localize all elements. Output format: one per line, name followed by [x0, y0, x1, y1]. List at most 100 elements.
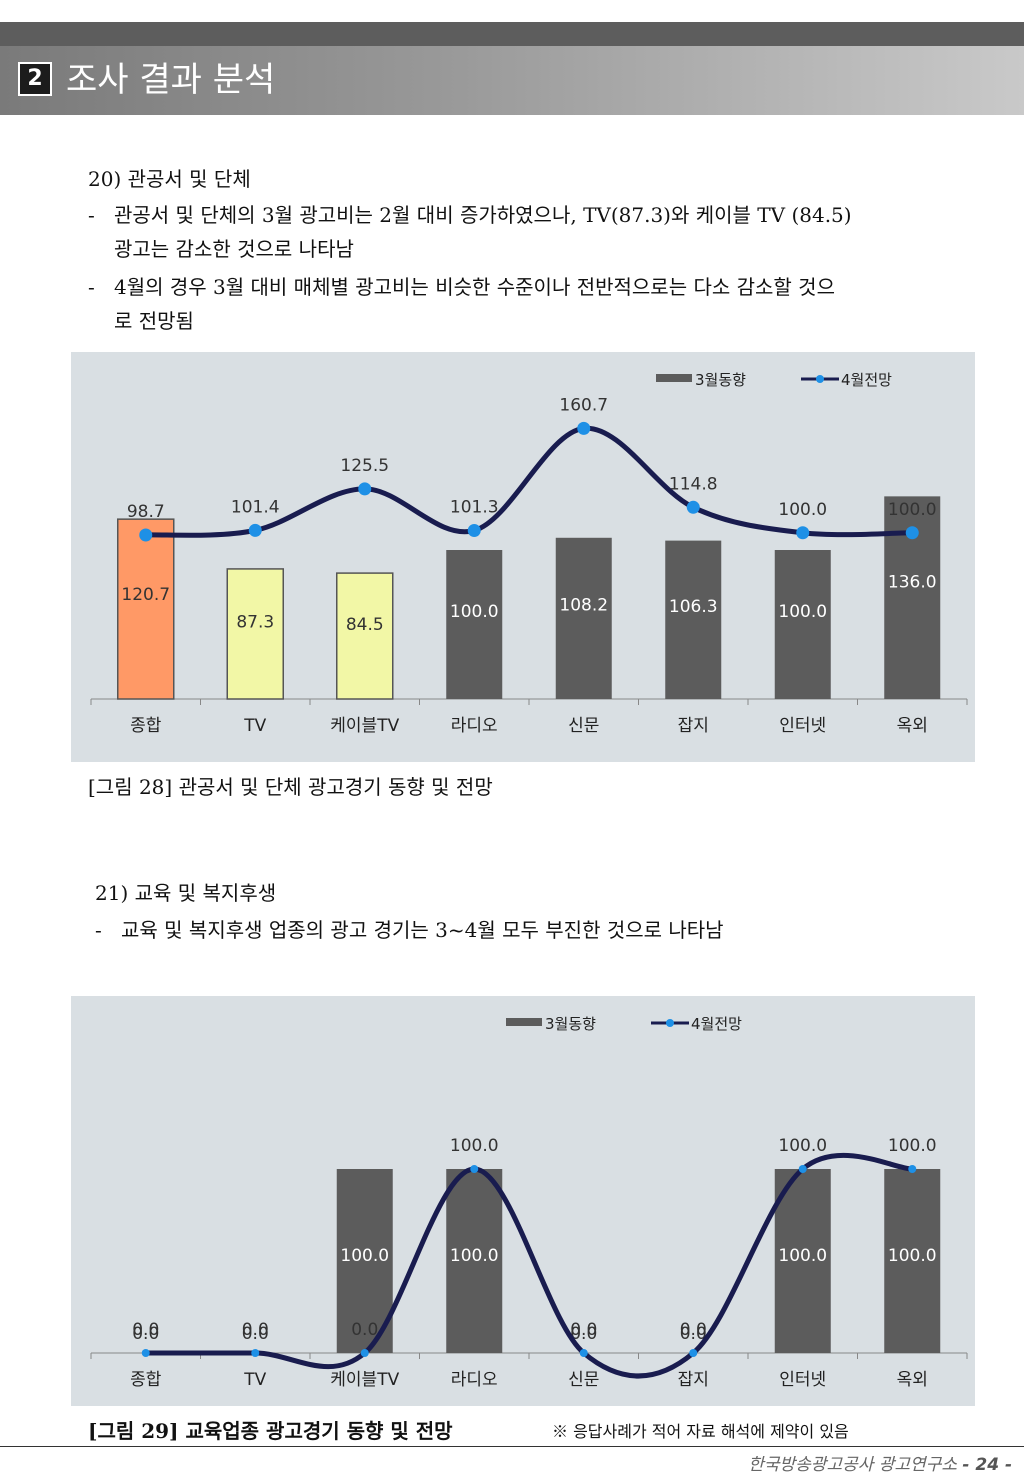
- bar-march: [117, 518, 175, 700]
- category-label: 잡지: [678, 1370, 709, 1390]
- category-label: TV: [243, 716, 266, 736]
- bar-label-march: 0.0: [570, 1324, 597, 1344]
- bullet-text: 로 전망됨: [114, 309, 194, 333]
- bar-label-march: 106.3: [669, 597, 718, 617]
- bar-label-march: 0.0: [680, 1324, 707, 1344]
- bar-march: [446, 550, 503, 699]
- part1-heading: 20) 관공서 및 단체: [88, 167, 251, 191]
- bar-march: [336, 572, 394, 700]
- bar-label-march: 100.0: [778, 1246, 827, 1266]
- line-label-april: 100.0: [778, 500, 827, 520]
- legend-line-marker: [816, 375, 824, 383]
- marker-april: [358, 482, 372, 496]
- category-label: TV: [243, 1370, 266, 1390]
- legend-bar-swatch: [656, 374, 692, 382]
- line-label-april: 0.0: [680, 1320, 707, 1340]
- marker-april: [251, 1349, 260, 1357]
- bar-label-march: 100.0: [340, 1246, 389, 1266]
- category-label: 라디오: [451, 716, 498, 736]
- line-label-april: 100.0: [888, 1136, 937, 1156]
- part1-bullet-2-cont: 로 전망됨: [88, 303, 988, 339]
- line-label-april: 100.0: [450, 1136, 499, 1156]
- footer-rule: [0, 1446, 1024, 1447]
- category-label: 옥외: [897, 716, 928, 736]
- legend-label-march: 3월동향: [545, 1015, 596, 1033]
- part2-heading: 21) 교육 및 복지후생: [95, 881, 277, 905]
- marker-april: [360, 1349, 369, 1357]
- category-label: 옥외: [897, 1370, 928, 1390]
- page-number: - 24 -: [962, 1455, 1012, 1475]
- line-label-april: 0.0: [132, 1320, 159, 1340]
- line-label-april: 98.7: [127, 502, 165, 522]
- marker-april: [579, 1349, 588, 1357]
- marker-april: [470, 1165, 479, 1173]
- section-header: 2 조사 결과 분석: [0, 46, 1024, 115]
- bar-label-march: 120.7: [121, 585, 170, 605]
- bar-label-march: 84.5: [346, 615, 384, 635]
- top-bar: [0, 22, 1024, 46]
- bar-march: [446, 1169, 503, 1353]
- line-label-april: 100.0: [778, 1136, 827, 1156]
- line-label-april: 0.0: [351, 1320, 378, 1340]
- line-label-april: 100.0: [888, 500, 937, 520]
- marker-april: [577, 421, 591, 435]
- bar-march: [774, 1169, 831, 1353]
- figure-28-caption: [그림 28] 관공서 및 단체 광고경기 동향 및 전망: [88, 775, 493, 799]
- marker-april: [798, 1165, 807, 1173]
- bullet-text: 4월의 경우 3월 대비 매체별 광고비는 비슷한 수준이나 전반적으로는 다소…: [114, 275, 835, 299]
- category-label: 신문: [568, 716, 599, 736]
- bar-label-march: 136.0: [888, 573, 937, 593]
- marker-april: [248, 523, 262, 537]
- bar-march: [336, 1169, 393, 1353]
- bullet-text: 광고는 감소한 것으로 나타남: [114, 237, 354, 261]
- legend-label-march: 3월동향: [695, 371, 746, 389]
- section-number: 2: [18, 62, 52, 96]
- marker-april: [905, 526, 919, 540]
- line-label-april: 125.5: [340, 456, 389, 476]
- category-label: 케이블TV: [330, 1370, 399, 1390]
- chart-education: 3월동향 4월전망 종합 TV 케이블TV 라디오 신문 잡지 인터넷 옥외 0.0 0.0 100.0…: [71, 996, 975, 1406]
- bullet-dash: -: [88, 203, 95, 227]
- sample-note: ※ 응답사례가 적어 자료 해석에 제약이 있음: [552, 1422, 849, 1441]
- bar-march: [665, 540, 722, 699]
- bar-march: [555, 537, 612, 699]
- category-label: 종합: [130, 716, 162, 736]
- bullet-text: 관공서 및 단체의 3월 광고비는 2월 대비 증가하였으나, TV(87.3)…: [114, 203, 852, 227]
- bullet-dash: -: [88, 275, 95, 299]
- line-label-april: 0.0: [242, 1320, 269, 1340]
- bar-march: [226, 568, 284, 700]
- bar-label-march: 100.0: [450, 1246, 499, 1266]
- bar-march: [884, 1169, 941, 1353]
- legend-label-april: 4월전망: [841, 371, 892, 389]
- legend-label-april: 4월전망: [691, 1015, 742, 1033]
- legend-bar-swatch: [506, 1018, 542, 1026]
- marker-april: [141, 1349, 150, 1357]
- line-april: [143, 1152, 915, 1379]
- category-label: 잡지: [678, 716, 709, 736]
- category-label: 신문: [568, 1370, 599, 1390]
- part1-bullet-2: - 4월의 경우 3월 대비 매체별 광고비는 비슷한 수준이나 전반적으로는 …: [88, 269, 988, 305]
- line-label-april: 0.0: [570, 1320, 597, 1340]
- line-label-april: 101.3: [450, 498, 499, 518]
- footer-org: 한국방송광고공사 광고연구소: [748, 1455, 957, 1475]
- marker-april: [689, 1349, 698, 1357]
- bar-label-march: 108.2: [559, 595, 608, 615]
- bullet-text: 교육 및 복지후생 업종의 광고 경기는 3~4월 모두 부진한 것으로 나타남: [121, 918, 724, 942]
- category-label: 인터넷: [779, 716, 826, 736]
- line-april: [143, 425, 915, 538]
- category-label: 종합: [130, 1370, 162, 1390]
- bar-label-march: 0.0: [242, 1324, 269, 1344]
- bar-label-march: 100.0: [778, 602, 827, 622]
- bullet-dash: -: [95, 918, 102, 942]
- bar-label-march: 0.0: [132, 1324, 159, 1344]
- chart-government: 3월동향 4월전망 종합 TV 케이블TV 라디오 신문 잡지 인터넷 옥외 120.7 87.3 84…: [71, 352, 975, 762]
- part1-bullet-1-cont: 광고는 감소한 것으로 나타남: [88, 231, 988, 267]
- marker-april: [796, 526, 810, 540]
- category-label: 라디오: [451, 1370, 498, 1390]
- marker-april: [467, 524, 481, 538]
- footer: 한국방송광고공사 광고연구소 - 24 -: [748, 1455, 1012, 1475]
- marker-april: [139, 528, 153, 542]
- category-label: 케이블TV: [330, 716, 399, 736]
